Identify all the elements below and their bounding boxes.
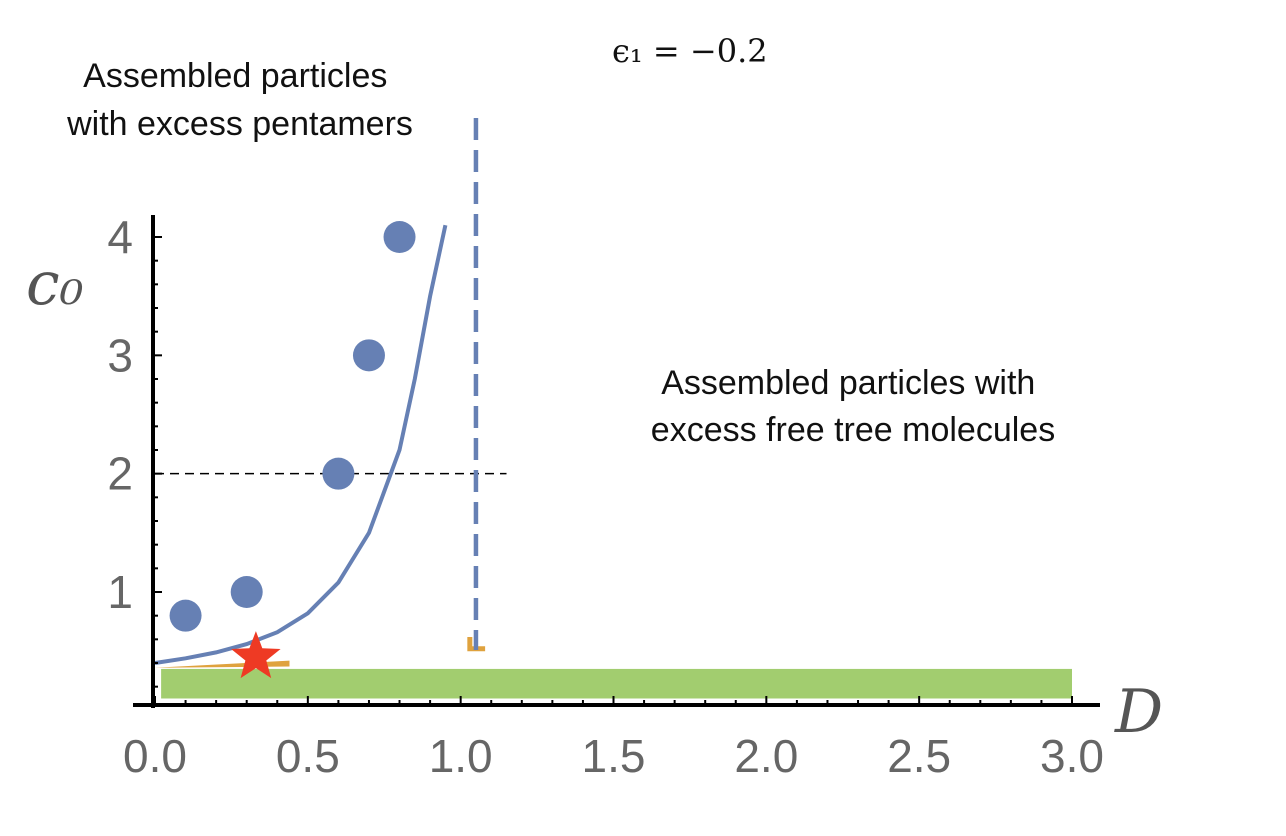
x-tick-label: 1.5 xyxy=(582,730,646,782)
x-tick-label: 3.0 xyxy=(1040,730,1104,782)
annotation-pentamers-line-1: Assembled particles xyxy=(83,57,387,95)
orange-mark xyxy=(467,636,486,652)
data-point xyxy=(352,339,385,372)
x-tick-label: 0.5 xyxy=(276,730,340,782)
parameter-label: ϵ₁ = −0.2 xyxy=(612,32,768,70)
y-tick-label: 1 xyxy=(107,566,133,618)
annotation-pentamers: Assembled particles with excess pentamer… xyxy=(66,57,413,143)
y-tick-label: 2 xyxy=(107,448,133,500)
data-point xyxy=(383,221,416,253)
annotation-free-tree-line-2: excess free tree molecules xyxy=(651,411,1055,449)
star-marker xyxy=(231,631,281,679)
data-point xyxy=(230,576,263,608)
x-axis-title: D xyxy=(1114,677,1163,747)
annotation-pentamers-line-2: with excess pentamers xyxy=(66,105,413,143)
data-point xyxy=(322,457,355,490)
x-tick-label: 1.0 xyxy=(429,730,493,782)
y-tick-label: 3 xyxy=(107,329,133,381)
y-tick-label: 4 xyxy=(107,211,133,263)
green-band xyxy=(161,668,1072,699)
x-tick-label: 0.0 xyxy=(123,730,187,782)
plot-area: 1 2 3 4 0.0 0.5 1.0 1.5 2.0 2.5 3.0 xyxy=(107,118,1104,782)
y-axis-title: c₀ xyxy=(26,249,84,319)
annotation-free-tree: Assembled particles with excess free tre… xyxy=(651,364,1055,449)
data-point xyxy=(169,599,202,632)
x-tick-label: 2.0 xyxy=(734,730,798,782)
x-tick-label: 2.5 xyxy=(887,730,951,782)
boundary-curve xyxy=(154,224,448,665)
annotation-free-tree-line-1: Assembled particles with xyxy=(661,364,1035,402)
